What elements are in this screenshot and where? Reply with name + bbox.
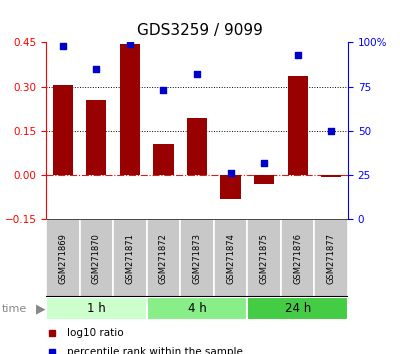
- Text: GSM271875: GSM271875: [260, 233, 269, 284]
- Bar: [214, 219, 247, 297]
- Text: 24 h: 24 h: [284, 302, 311, 315]
- Bar: [46, 219, 80, 297]
- Text: GDS3259 / 9099: GDS3259 / 9099: [137, 23, 263, 38]
- Text: 4 h: 4 h: [188, 302, 206, 315]
- Text: GSM271872: GSM271872: [159, 233, 168, 284]
- Bar: [46, 297, 147, 320]
- Bar: [86, 100, 106, 175]
- Text: GSM271877: GSM271877: [327, 233, 336, 284]
- Bar: [281, 219, 314, 297]
- Text: time: time: [2, 304, 27, 314]
- Point: [227, 171, 234, 176]
- Bar: [314, 219, 348, 297]
- Text: 1 h: 1 h: [87, 302, 106, 315]
- Bar: [321, 175, 341, 177]
- Point: [127, 41, 133, 47]
- Text: percentile rank within the sample: percentile rank within the sample: [67, 347, 243, 354]
- Bar: [254, 175, 274, 184]
- Text: GSM271876: GSM271876: [293, 233, 302, 284]
- Bar: [120, 44, 140, 175]
- Point: [328, 128, 334, 134]
- Bar: [247, 297, 348, 320]
- Text: ▶: ▶: [36, 302, 46, 315]
- Bar: [153, 144, 174, 175]
- Text: GSM271869: GSM271869: [58, 233, 67, 284]
- Bar: [147, 297, 247, 320]
- Text: GSM271870: GSM271870: [92, 233, 101, 284]
- Text: GSM271871: GSM271871: [125, 233, 134, 284]
- Bar: [247, 219, 281, 297]
- Text: log10 ratio: log10 ratio: [67, 328, 124, 338]
- Bar: [288, 76, 308, 175]
- Point: [194, 72, 200, 77]
- Bar: [147, 219, 180, 297]
- Bar: [220, 175, 241, 199]
- Point: [60, 43, 66, 49]
- Text: GSM271873: GSM271873: [192, 233, 202, 284]
- Bar: [53, 85, 73, 175]
- Bar: [187, 118, 207, 175]
- Bar: [113, 219, 147, 297]
- Bar: [180, 219, 214, 297]
- Point: [160, 87, 167, 93]
- Point: [294, 52, 301, 58]
- Point: [261, 160, 267, 166]
- Bar: [80, 219, 113, 297]
- Text: GSM271874: GSM271874: [226, 233, 235, 284]
- Point: [93, 66, 100, 72]
